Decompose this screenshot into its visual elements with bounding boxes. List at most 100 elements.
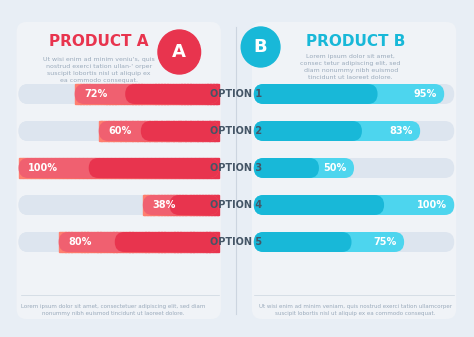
FancyBboxPatch shape <box>143 195 219 215</box>
Bar <box>144 84 147 104</box>
FancyBboxPatch shape <box>59 232 219 252</box>
Bar <box>154 195 155 215</box>
FancyBboxPatch shape <box>18 158 219 178</box>
Bar <box>147 84 150 104</box>
FancyBboxPatch shape <box>125 84 219 104</box>
Bar <box>202 195 204 215</box>
Bar <box>100 232 104 252</box>
Bar <box>195 121 198 141</box>
Bar <box>131 158 135 178</box>
Bar <box>147 195 149 215</box>
Bar <box>191 158 195 178</box>
Bar <box>190 232 194 252</box>
Bar <box>218 195 219 215</box>
Bar <box>193 84 196 104</box>
Bar <box>107 232 110 252</box>
FancyBboxPatch shape <box>115 232 219 252</box>
Bar <box>164 84 167 104</box>
Bar <box>110 232 114 252</box>
Bar <box>99 158 103 178</box>
FancyBboxPatch shape <box>18 84 219 104</box>
Bar <box>123 158 127 178</box>
Bar <box>187 158 191 178</box>
FancyBboxPatch shape <box>254 121 420 141</box>
FancyBboxPatch shape <box>254 232 454 252</box>
Bar <box>135 158 139 178</box>
Bar <box>84 232 88 252</box>
Bar <box>210 232 213 252</box>
Bar <box>203 232 207 252</box>
Bar <box>184 195 186 215</box>
FancyBboxPatch shape <box>254 84 444 104</box>
Bar <box>201 84 205 104</box>
Text: 83%: 83% <box>389 126 412 136</box>
Bar <box>103 232 107 252</box>
Bar <box>210 195 212 215</box>
Bar <box>170 84 173 104</box>
Bar <box>168 121 172 141</box>
Bar <box>75 158 79 178</box>
Bar <box>127 84 130 104</box>
Bar <box>184 84 188 104</box>
Text: 80%: 80% <box>68 237 91 247</box>
Bar <box>78 232 82 252</box>
Bar <box>27 158 31 178</box>
Bar <box>161 121 164 141</box>
Bar <box>129 84 133 104</box>
Bar <box>187 195 189 215</box>
FancyBboxPatch shape <box>18 121 219 141</box>
Bar <box>62 232 65 252</box>
Bar <box>146 195 148 215</box>
Bar <box>178 195 180 215</box>
Bar <box>143 158 147 178</box>
FancyBboxPatch shape <box>252 22 456 319</box>
Text: A: A <box>173 43 186 61</box>
Bar <box>161 232 165 252</box>
Bar <box>123 121 126 141</box>
Bar <box>195 158 200 178</box>
Text: B: B <box>254 38 267 56</box>
FancyBboxPatch shape <box>18 158 219 178</box>
Bar <box>97 232 101 252</box>
FancyBboxPatch shape <box>254 121 362 141</box>
Bar <box>200 121 202 141</box>
Bar <box>116 121 118 141</box>
FancyBboxPatch shape <box>17 22 221 319</box>
Text: 60%: 60% <box>109 126 132 136</box>
Text: 100%: 100% <box>28 163 58 173</box>
Bar <box>91 158 95 178</box>
Bar <box>139 158 143 178</box>
Bar <box>154 121 157 141</box>
Bar <box>82 158 87 178</box>
Bar <box>179 158 183 178</box>
Bar <box>179 84 182 104</box>
Bar <box>140 121 143 141</box>
FancyBboxPatch shape <box>18 121 219 141</box>
Bar <box>155 158 159 178</box>
Bar <box>46 158 51 178</box>
FancyBboxPatch shape <box>170 195 219 215</box>
FancyBboxPatch shape <box>254 121 454 141</box>
Text: OPTION 5: OPTION 5 <box>210 237 263 247</box>
Bar <box>118 84 121 104</box>
Bar <box>177 232 181 252</box>
Bar <box>113 121 116 141</box>
Bar <box>116 232 120 252</box>
Bar <box>103 158 107 178</box>
Bar <box>181 232 184 252</box>
Bar <box>161 84 164 104</box>
Bar <box>198 195 200 215</box>
Text: 38%: 38% <box>153 200 176 210</box>
Bar <box>197 121 200 141</box>
Bar <box>208 195 210 215</box>
Bar <box>160 195 162 215</box>
Bar <box>141 84 145 104</box>
Bar <box>130 121 133 141</box>
Bar <box>118 121 121 141</box>
Bar <box>136 232 139 252</box>
Bar <box>174 232 178 252</box>
FancyBboxPatch shape <box>254 84 454 104</box>
Bar <box>167 195 169 215</box>
Bar <box>171 121 174 141</box>
Bar <box>109 84 113 104</box>
